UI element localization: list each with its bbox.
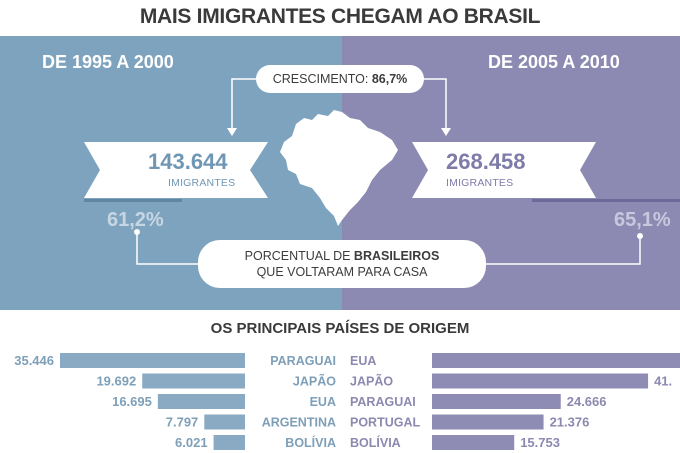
right-bar-4 [432,435,515,450]
left-arrow-head [227,128,237,136]
right-country-1: JAPÃO [350,374,393,389]
immigrants-label-right: IMIGRANTES [446,177,514,189]
returning-line-1: PORCENTUAL DE BRASILEIROS [244,249,440,263]
right-arrow-head [441,128,451,136]
origin-bars-svg: 35.446 PARAGUAI 19.692 JAPÃO 16.695 EUA 7.797 A… [14,353,680,450]
left-country-2: EUA [310,395,336,409]
left-bar-2 [157,394,245,409]
left-bar-value-4: 6.021 [175,435,208,450]
immigrants-count-right: 268.458 [446,149,526,174]
brazil-map-icon [280,110,398,226]
left-country-4: BOLÍVIA [285,435,336,450]
immigrants-count-left: 143.644 [148,149,228,174]
origin-countries-chart: 35.446 PARAGUAI 19.692 JAPÃO 16.695 EUA 7.797 A… [0,340,680,453]
left-bar-0 [60,353,245,368]
left-bar-value-3: 7.797 [166,415,199,430]
origin-countries-title: OS PRINCIPAIS PAÍSES DE ORIGEM [210,320,470,337]
right-bar-2 [432,394,561,409]
right-figure-banner [412,142,596,198]
right-return-connector [486,236,641,265]
returning-line-2: QUE VOLTARAM PARA CASA [256,265,428,279]
growth-label: CRESCIMENTO: [272,72,369,86]
infographic-title: MAIS IMIGRANTES CHEGAM AO BRASIL [139,5,541,28]
period-label-left: DE 1995 A 2000 [42,52,174,72]
right-country-2: PARAGUAI [350,395,416,409]
left-figure-banner [84,142,268,198]
right-bar-value-2: 24.666 [567,394,607,409]
left-bar-4 [213,435,245,450]
right-bar-3 [432,414,544,430]
left-bar-value-0: 35.446 [14,353,54,368]
right-bar-1 [432,373,649,389]
right-growth-connector [423,78,447,128]
right-country-0: EUA [350,354,376,368]
right-bar-value-4: 15.753 [520,435,560,450]
returning-pct-right: 65,1% [614,209,671,231]
right-country-3: PORTUGAL [350,416,421,430]
immigrants-label-left: IMIGRANTES [168,177,236,189]
right-bar-value-1: 41. [654,374,672,389]
left-country-0: PARAGUAI [270,354,336,368]
period-label-right: DE 2005 A 2010 [488,52,620,72]
growth-value: 86,7% [371,72,408,86]
left-return-dot [134,229,140,235]
right-bar-0 [432,353,680,368]
returning-pct-left: 61,2% [107,209,164,231]
left-bar-value-2: 16.695 [112,394,152,409]
right-pct-bar [532,199,680,202]
left-growth-connector [231,78,257,128]
left-bar-1 [142,373,245,389]
left-bar-3 [204,414,245,430]
left-return-connector [136,232,198,265]
right-bar-value-3: 21.376 [550,415,590,430]
growth-badge: CRESCIMENTO: 86,7% [256,65,424,93]
left-country-1: JAPÃO [293,374,336,389]
left-pct-bar [84,199,182,202]
right-return-dot [637,233,643,239]
right-country-4: BOLÍVIA [350,435,401,450]
left-bar-value-1: 19.692 [96,374,136,389]
left-country-3: ARGENTINA [262,416,336,430]
returning-brazilians-badge: PORCENTUAL DE BRASILEIROS QUE VOLTARAM P… [198,240,486,288]
